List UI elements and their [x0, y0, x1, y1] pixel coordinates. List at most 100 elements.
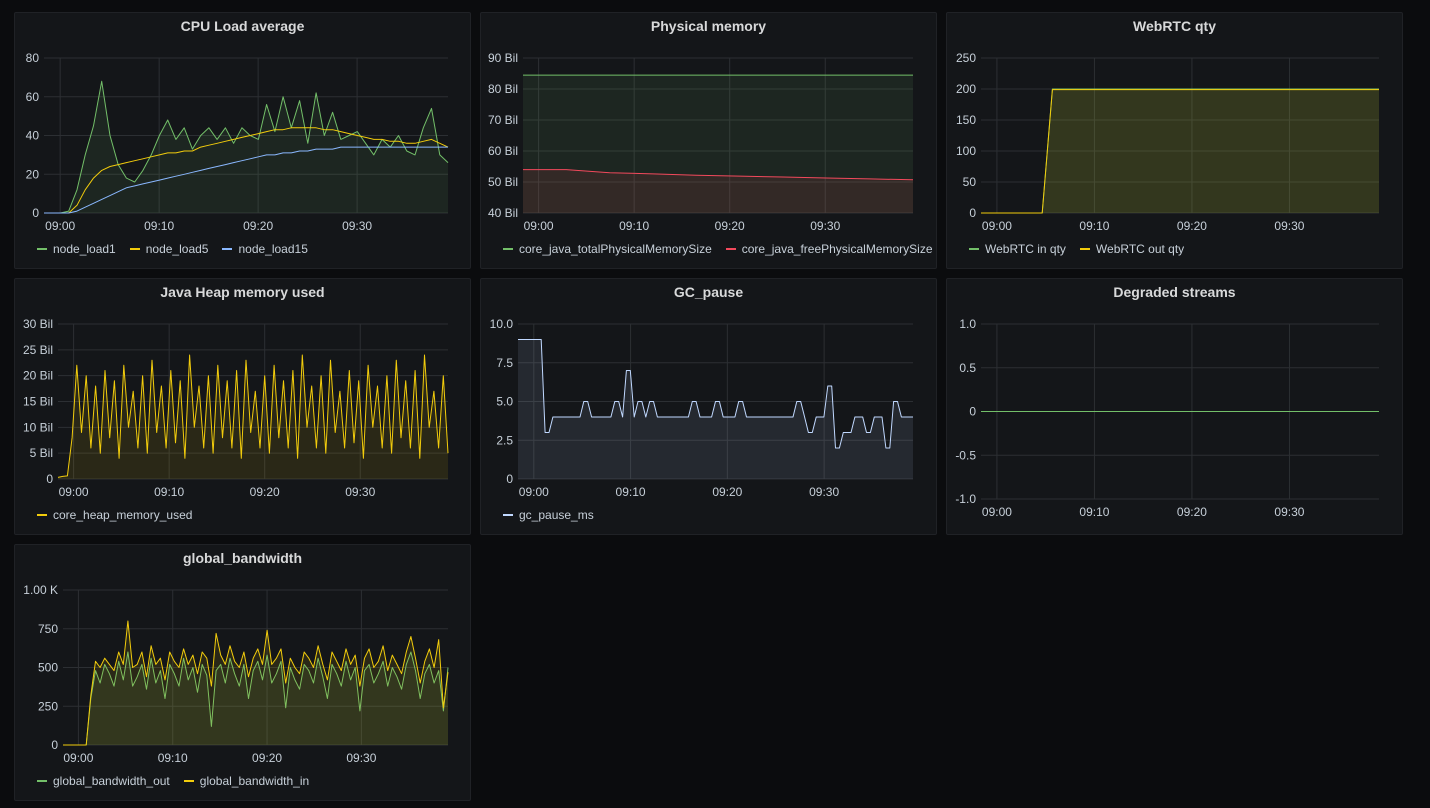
panel-title[interactable]: Java Heap memory used	[160, 284, 325, 300]
x-tick-label: 09:10	[1079, 219, 1109, 233]
y-tick-label: 0	[46, 472, 53, 486]
series-line	[981, 89, 1379, 214]
legend: gc_pause_ms	[503, 508, 608, 522]
y-tick-label: 750	[38, 622, 58, 636]
x-tick-label: 09:00	[45, 219, 75, 233]
x-tick-label: 09:20	[250, 485, 280, 499]
x-tick-label: 09:20	[712, 485, 742, 499]
y-tick-label: 200	[956, 82, 976, 96]
series-area	[63, 621, 448, 745]
panel-bandwidth[interactable]: global_bandwidth 0 250 500 750 1.00 K 09:00 09:…	[14, 544, 471, 801]
x-tick-label: 09:30	[809, 485, 839, 499]
y-tick-label: 25 Bil	[23, 343, 53, 357]
x-tick-label: 09:10	[616, 485, 646, 499]
y-tick-label: -0.5	[955, 448, 976, 462]
legend-item[interactable]: core_java_totalPhysicalMemorySize	[503, 242, 712, 256]
panel-title[interactable]: WebRTC qty	[1133, 18, 1216, 34]
x-tick-label: 09:00	[982, 219, 1012, 233]
panel-gc[interactable]: GC_pause 0 2.5 5.0 7.5 10.0 09:00 09:10 09:20 09:…	[480, 278, 937, 535]
y-tick-label: 0	[51, 738, 58, 752]
legend-swatch	[503, 513, 513, 516]
x-tick-label: 09:30	[1274, 219, 1304, 233]
legend-item[interactable]: core_java_freePhysicalMemorySize	[725, 242, 933, 256]
y-tick-label: 80	[26, 51, 40, 65]
y-tick-label: 10 Bil	[23, 420, 53, 434]
series-line	[44, 80, 449, 214]
legend-label: core_java_totalPhysicalMemorySize	[519, 242, 712, 256]
legend-item[interactable]: global_bandwidth_in	[183, 774, 310, 788]
legend-item[interactable]: gc_pause_ms	[503, 508, 594, 522]
legend: node_load1 node_load5 node_load15	[37, 242, 322, 256]
legend-label: core_java_freePhysicalMemorySize	[741, 242, 933, 256]
x-tick-label: 09:20	[1177, 505, 1207, 519]
legend-item[interactable]: node_load15	[222, 242, 308, 256]
panel-title[interactable]: GC_pause	[673, 284, 744, 300]
y-tick-label: 250	[956, 51, 976, 65]
panel-title[interactable]: Degraded streams	[1113, 284, 1236, 300]
x-tick-label: 09:30	[810, 219, 840, 233]
y-tick-label: 40 Bil	[488, 206, 518, 220]
legend-item[interactable]: WebRTC in qty	[969, 242, 1066, 256]
legend-item[interactable]: WebRTC out qty	[1079, 242, 1184, 256]
x-tick-label: 09:30	[1274, 505, 1304, 519]
legend-swatch	[222, 247, 233, 250]
panel-degraded[interactable]: Degraded streams -1.0 -0.5 0 0.5 1.0 09:00 09:1…	[946, 278, 1403, 535]
legend: core_java_totalPhysicalMemorySize core_ja…	[503, 242, 947, 256]
legend-label: global_bandwidth_in	[199, 774, 310, 788]
panel-title[interactable]: Physical memory	[650, 18, 767, 34]
legend-item[interactable]: core_heap_memory_used	[37, 508, 192, 522]
legend-label: node_load5	[145, 242, 209, 256]
panel-title[interactable]: global_bandwidth	[183, 550, 302, 566]
y-tick-label: 250	[38, 699, 58, 713]
legend-swatch	[37, 513, 47, 516]
legend-item[interactable]: global_bandwidth_out	[37, 774, 170, 788]
y-tick-label: 0	[506, 472, 513, 486]
y-tick-label: 2.5	[496, 433, 513, 447]
legend-swatch	[183, 779, 194, 782]
chart-memory: 40 Bil 50 Bil 60 Bil 70 Bil 80 Bil 90 Bil 09:0…	[488, 51, 914, 233]
x-tick-label: 09:00	[524, 219, 554, 233]
y-tick-label: 1.00 K	[23, 583, 58, 597]
y-tick-label: 5 Bil	[30, 446, 53, 460]
x-tick-label: 09:20	[252, 751, 282, 765]
panel-cpu[interactable]: CPU Load average 0 20 40 60 80 09:00 09:10 09:20…	[14, 12, 471, 269]
legend-swatch	[37, 779, 47, 782]
series-line	[44, 146, 448, 214]
legend: WebRTC in qty WebRTC out qty	[969, 242, 1198, 256]
x-tick-label: 09:10	[144, 219, 174, 233]
x-tick-label: 09:00	[982, 505, 1012, 519]
y-tick-label: 10.0	[490, 317, 514, 331]
y-tick-label: 15 Bil	[23, 395, 53, 409]
panel-heap[interactable]: Java Heap memory used 0 5 Bil 10 Bil 15 Bil 2…	[14, 278, 471, 535]
legend-swatch	[725, 247, 736, 250]
x-tick-label: 09:30	[345, 485, 375, 499]
y-tick-label: 50 Bil	[488, 175, 518, 189]
series-area	[63, 652, 448, 745]
y-tick-label: 20 Bil	[23, 369, 53, 383]
legend-label: node_load1	[53, 242, 116, 256]
series-area	[981, 89, 1379, 213]
x-tick-label: 09:00	[63, 751, 93, 765]
series-area	[981, 89, 1379, 213]
legend-item[interactable]: node_load5	[129, 242, 209, 256]
legend-swatch	[129, 247, 140, 250]
chart-webrtc: 0 50 100 150 200 250 09:00 09:10 09:20 09:30	[956, 51, 1379, 233]
series-line	[63, 651, 449, 746]
chart-gc: 0 2.5 5.0 7.5 10.0 09:00 09:10 09:20 09:30	[490, 317, 913, 499]
legend-swatch	[503, 247, 513, 250]
panel-title[interactable]: CPU Load average	[180, 18, 305, 34]
series-line	[63, 620, 449, 746]
panel-webrtc[interactable]: WebRTC qty 0 50 100 150 200 250 09:00 09:10 09:20…	[946, 12, 1403, 269]
y-tick-label: 5.0	[496, 395, 513, 409]
y-tick-label: 0	[32, 206, 39, 220]
x-tick-label: 09:10	[1079, 505, 1109, 519]
chart-bandwidth: 0 250 500 750 1.00 K 09:00 09:10 09:20 09:30	[23, 583, 449, 765]
series-area	[523, 75, 913, 213]
y-tick-label: 150	[956, 113, 976, 127]
series-line	[523, 169, 914, 181]
legend-item[interactable]: node_load1	[37, 242, 116, 256]
panel-memory[interactable]: Physical memory 40 Bil 50 Bil 60 Bil 70 Bil 8…	[480, 12, 937, 269]
y-tick-label: 90 Bil	[488, 51, 518, 65]
series-line	[57, 354, 449, 478]
series-area	[58, 355, 448, 479]
